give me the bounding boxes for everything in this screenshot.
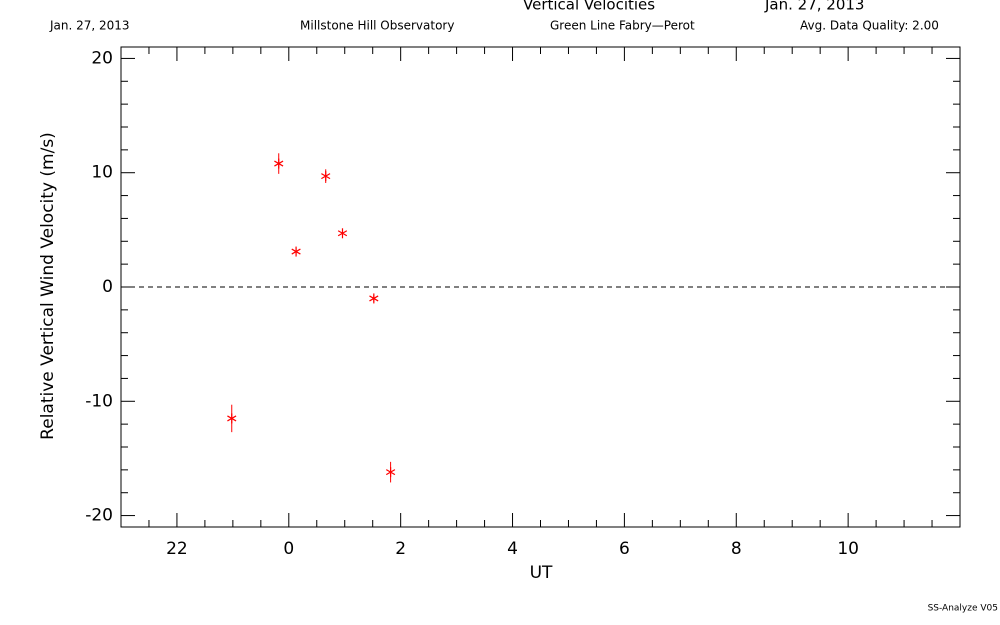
point-arm <box>227 415 237 422</box>
x-tick-label: 22 <box>166 539 188 559</box>
point <box>321 171 331 182</box>
point <box>385 467 396 478</box>
y-tick-label: 0 <box>102 277 113 297</box>
x-tick-label: 0 <box>283 539 294 559</box>
point <box>291 246 301 257</box>
x-tick-label: 2 <box>395 539 406 559</box>
y-tick-label: 10 <box>91 163 113 183</box>
point-arm <box>337 230 348 237</box>
point-arm <box>321 173 331 180</box>
y-tick-label: -20 <box>85 506 113 526</box>
subtitle: Millstone Hill Observatory <box>300 19 454 33</box>
chart-date: Jan. 27, 2013 <box>764 0 864 14</box>
point-arm <box>274 160 284 167</box>
footer: SS-Analyze V05 <box>928 604 998 614</box>
y-tick-label: 20 <box>91 48 113 68</box>
x-axis-label: UT <box>530 563 553 583</box>
point <box>274 158 284 169</box>
y-tick-label: -10 <box>85 391 113 411</box>
subtitle: Jan. 27, 2013 <box>49 19 130 33</box>
subtitle: Avg. Data Quality: 2.00 <box>800 19 939 33</box>
x-tick-label: 10 <box>837 539 859 559</box>
x-tick-label: 6 <box>619 539 630 559</box>
subtitle: Green Line Fabry—Perot <box>550 19 695 33</box>
point <box>227 413 237 424</box>
point-arm <box>369 295 379 302</box>
x-tick-label: 4 <box>507 539 518 559</box>
point-arm <box>385 469 396 476</box>
point <box>369 293 379 304</box>
x-tick-label: 8 <box>731 539 742 559</box>
y-axis-label: Relative Vertical Wind Velocity (m/s) <box>38 132 58 440</box>
chart-title: Vertical Velocities <box>523 0 655 14</box>
point <box>337 228 348 239</box>
point-arm <box>291 248 301 255</box>
